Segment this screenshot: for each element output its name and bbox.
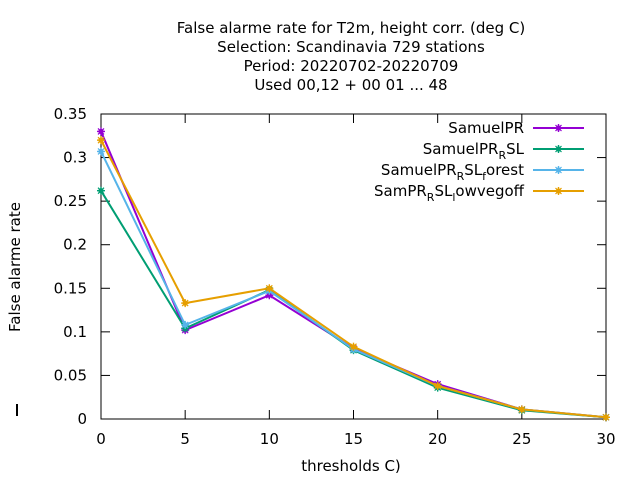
y-tick-label: 0.35: [54, 105, 87, 123]
legend-label: SamuelPRRSLforest: [381, 161, 524, 183]
data-point: [517, 405, 526, 414]
legend-label: SamuelPR: [448, 119, 524, 137]
title-line: Used 00,12 + 00 01 ... 48: [254, 76, 447, 94]
data-point: [97, 136, 105, 145]
data-point: [97, 127, 105, 136]
title-line: Period: 20220702-20220709: [244, 57, 459, 75]
legend-entry-1: SamuelPR: [448, 119, 584, 137]
legend-entry-2: SamuelPRRSL: [423, 140, 584, 162]
data-point: [97, 147, 105, 156]
legend-entry-3: SamuelPRRSLforest: [381, 161, 584, 183]
plot-border: [100, 113, 607, 420]
plot-frame: [100, 113, 607, 420]
y-axis-marker: [16, 404, 18, 416]
title-line: False alarme rate for T2m, height corr. …: [177, 19, 525, 37]
x-tick-label: 5: [180, 430, 190, 448]
axis-ticks: 0 5 10 15 20 25 30 0 0.05 0.1 0.15 0.2 0.25 0.3 0.35: [54, 105, 616, 448]
legend: SamuelPR SamuelPRRSLSamuelPRRSLforestSamP…: [374, 119, 584, 204]
y-tick-label: 0.25: [54, 192, 87, 210]
data-point: [265, 284, 274, 293]
x-tick-label: 30: [596, 430, 615, 448]
y-tick-label: 0.1: [63, 323, 87, 341]
legend-marker: [554, 187, 563, 195]
x-tick-label: 0: [96, 430, 106, 448]
legend-label: SamPRRSLlowvegoff: [374, 182, 525, 204]
legend-entry-4: SamPRRSLlowvegoff: [374, 182, 584, 204]
data-point: [181, 320, 190, 329]
x-tick-label: 10: [260, 430, 279, 448]
x-tick-label: 15: [344, 430, 363, 448]
series-line-2: [100, 190, 607, 419]
y-tick-label: 0.2: [63, 236, 87, 254]
x-tick-label: 25: [512, 430, 531, 448]
series-line-3: [100, 151, 607, 419]
data-point: [97, 186, 105, 195]
data-point: [349, 342, 358, 351]
legend-marker: [554, 145, 563, 153]
chart-title: False alarme rate for T2m, height corr. …: [177, 19, 525, 94]
legend-marker: [554, 166, 563, 174]
data-point: [433, 381, 442, 390]
legend-label: SamuelPRRSL: [423, 140, 525, 162]
data-point: [181, 299, 190, 308]
title-line: Selection: Scandinavia 729 stations: [217, 38, 485, 56]
legend-marker: [554, 124, 563, 132]
y-tick-label: 0: [77, 410, 87, 428]
series-line-1: [100, 131, 607, 419]
series-line-4: [100, 139, 607, 419]
y-tick-label: 0.15: [54, 279, 87, 297]
x-tick-label: 20: [428, 430, 447, 448]
x-axis-label: thresholds C): [301, 457, 401, 475]
y-tick-label: 0.05: [54, 366, 87, 384]
y-tick-label: 0.3: [63, 149, 87, 167]
series-lines: [97, 127, 610, 422]
data-point: [602, 413, 610, 422]
y-axis-label: False alarme rate: [6, 202, 24, 332]
